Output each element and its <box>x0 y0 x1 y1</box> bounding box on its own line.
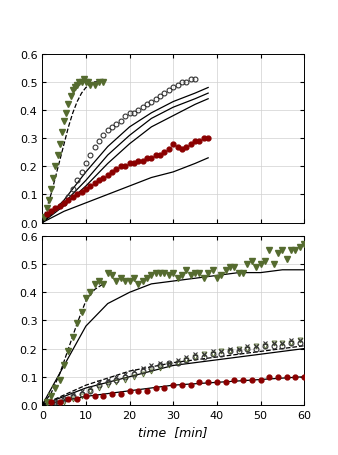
X-axis label: time  [min]: time [min] <box>139 425 208 438</box>
